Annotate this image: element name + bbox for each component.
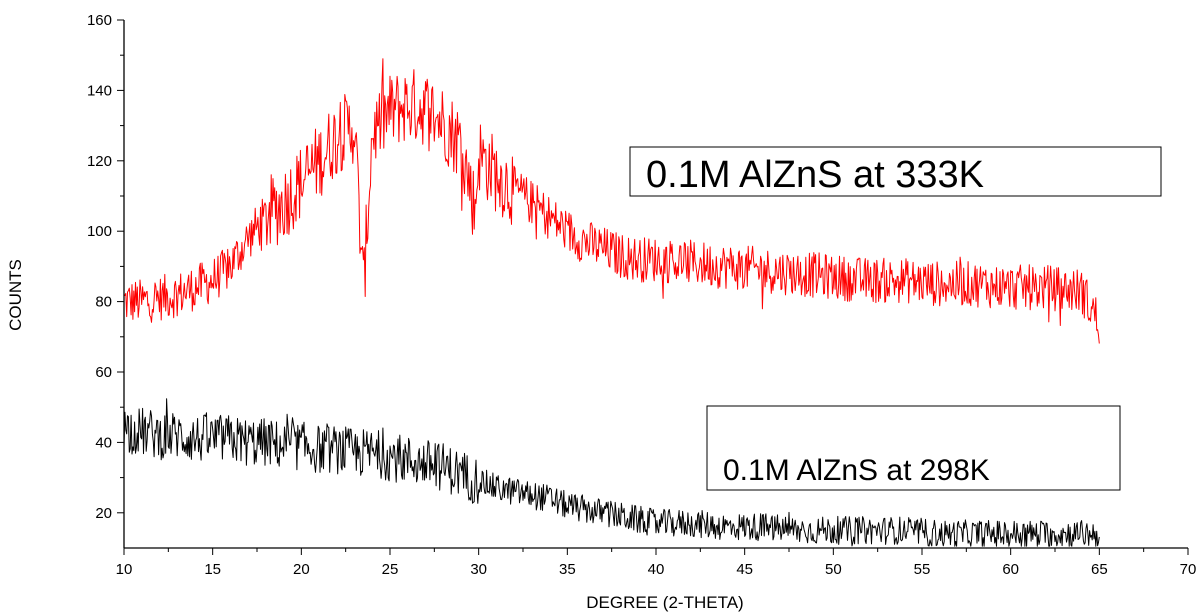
series-line-298k (123, 398, 1100, 547)
legend-box-333k (629, 146, 1162, 197)
series-line-333k (123, 58, 1100, 344)
y-axis-title: COUNTS (6, 259, 25, 331)
legend-label-333k: 0.1M AlZnS at 333K (646, 154, 984, 196)
axes-layer: 10 15 20 25 30 35 40 45 50 55 60 65 70 20 40 60 80 100 120… (87, 12, 1196, 578)
series-layer (123, 58, 1100, 547)
x-tick-label: 65 (1091, 561, 1108, 578)
x-tick-label: 25 (382, 561, 399, 578)
y-tick-label: 60 (95, 364, 112, 381)
x-tick-label: 45 (736, 561, 753, 578)
x-tick-label: 40 (648, 561, 665, 578)
y-tick-label: 80 (95, 294, 112, 311)
x-tick-label: 60 (1002, 561, 1019, 578)
y-tick-label: 40 (95, 434, 112, 451)
y-tick-label: 20 (95, 505, 112, 522)
x-tick-label: 35 (559, 561, 576, 578)
x-tick-label: 55 (914, 561, 931, 578)
x-tick-label: 70 (1180, 561, 1196, 578)
y-tick-label: 120 (87, 153, 112, 170)
x-tick-label: 15 (204, 561, 221, 578)
legend-label-298k: 0.1M AlZnS at 298K (723, 454, 990, 487)
x-tick-label: 30 (470, 561, 487, 578)
x-tick-label: 20 (293, 561, 310, 578)
y-tick-label: 100 (87, 223, 112, 240)
legend-box-298k (706, 405, 1121, 491)
y-tick-label: 140 (87, 82, 112, 99)
y-tick-label: 160 (87, 12, 112, 29)
x-axis-title: DEGREE (2-THETA) (586, 593, 743, 612)
x-tick-label: 50 (825, 561, 842, 578)
x-tick-label: 10 (116, 561, 133, 578)
